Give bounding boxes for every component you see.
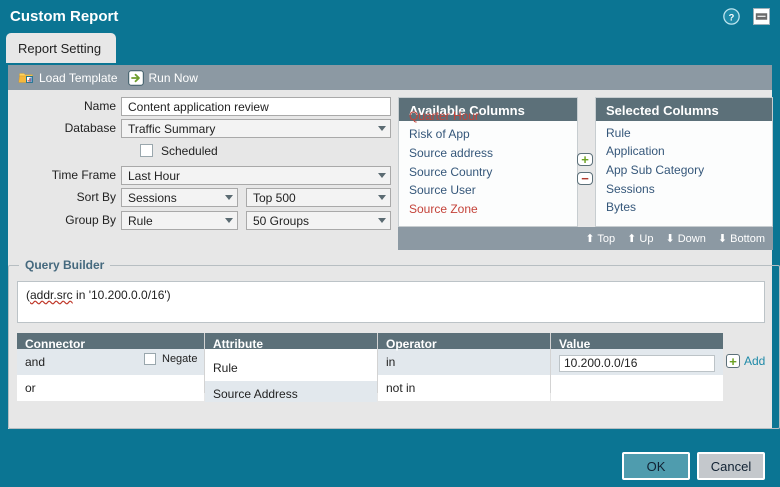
svg-text:?: ? xyxy=(729,12,735,22)
